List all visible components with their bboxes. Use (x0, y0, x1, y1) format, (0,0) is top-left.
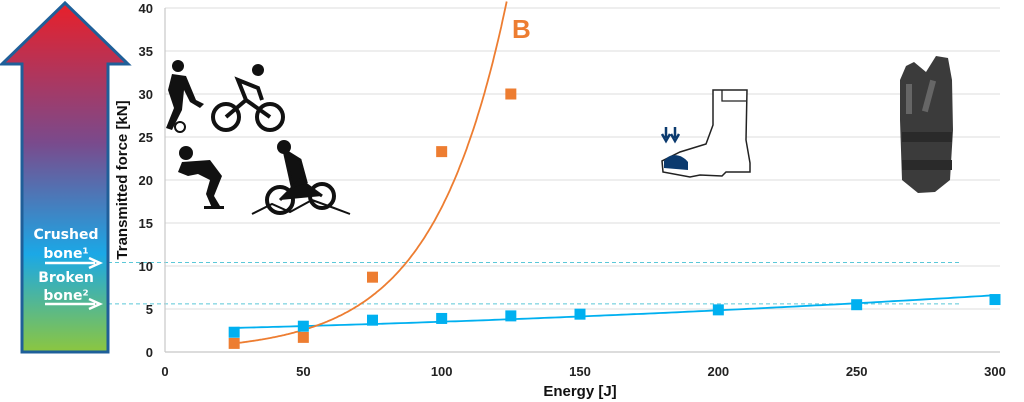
data-point (574, 308, 586, 320)
y-tick-label: 10 (139, 259, 153, 274)
y-tick-label: 0 (146, 345, 153, 360)
y-tick-label: 35 (139, 44, 153, 59)
data-point (228, 326, 240, 338)
data-point (436, 312, 448, 324)
y-tick-label: 25 (139, 130, 153, 145)
x-tick-label: 100 (431, 364, 453, 379)
y-tick-label: 40 (139, 1, 153, 16)
x-tick-label: 150 (569, 364, 591, 379)
x-axis-label: Energy [J] (543, 383, 616, 400)
y-tick-labels: 0 5 10 15 20 25 30 35 40 (139, 1, 153, 360)
data-point (367, 271, 378, 283)
soccer-player-icon (166, 60, 204, 133)
data-point (297, 320, 309, 332)
x-tick-label: 0 (161, 364, 168, 379)
inline-skater-icon (178, 146, 224, 209)
trendline-polynomial (234, 294, 993, 329)
body-armor-vest-icon (900, 56, 953, 193)
crushed-bone-label: Crushed (34, 227, 99, 243)
broken-bone-label: Broken (38, 270, 94, 286)
data-point (367, 314, 378, 326)
threshold-lines (108, 262, 960, 305)
broken-bone-arrow-icon (45, 297, 104, 311)
trendline-exponential (234, 1, 508, 345)
x-tick-label: 250 (846, 364, 868, 379)
data-point (297, 331, 309, 343)
y-tick-label: 5 (146, 302, 153, 317)
y-tick-label: 20 (139, 173, 153, 188)
broken-bone-label-2: bone² (43, 288, 88, 304)
y-tick-label: 15 (139, 216, 153, 231)
data-point (228, 337, 240, 349)
y-tick-label: 30 (139, 87, 153, 102)
data-point (505, 310, 517, 322)
x-tick-label: 300 (984, 364, 1006, 379)
severity-arrow: Crushed bone¹ Broken bone² (0, 0, 132, 354)
down-arrows-icon (660, 127, 681, 144)
motocross-rider-icon (251, 140, 351, 215)
annotation-b: B (512, 14, 531, 44)
y-axis-label: Transmitted force [kN] (114, 100, 131, 259)
data-point (851, 299, 863, 311)
x-tick-label: 50 (296, 364, 310, 379)
x-tick-labels: 0 50 100 150 200 250 300 (161, 364, 1005, 379)
crushed-bone-arrow-icon (45, 256, 104, 270)
safety-boot-icon (660, 89, 751, 178)
data-point (712, 304, 724, 316)
x-tick-label: 200 (707, 364, 729, 379)
cyclist-icon (211, 64, 285, 132)
data-point (436, 146, 448, 158)
data-point (989, 294, 1001, 306)
trendlines (234, 1, 993, 345)
crushed-bone-label-2: bone¹ (43, 246, 88, 262)
data-points (228, 88, 1001, 349)
data-point (505, 88, 517, 100)
